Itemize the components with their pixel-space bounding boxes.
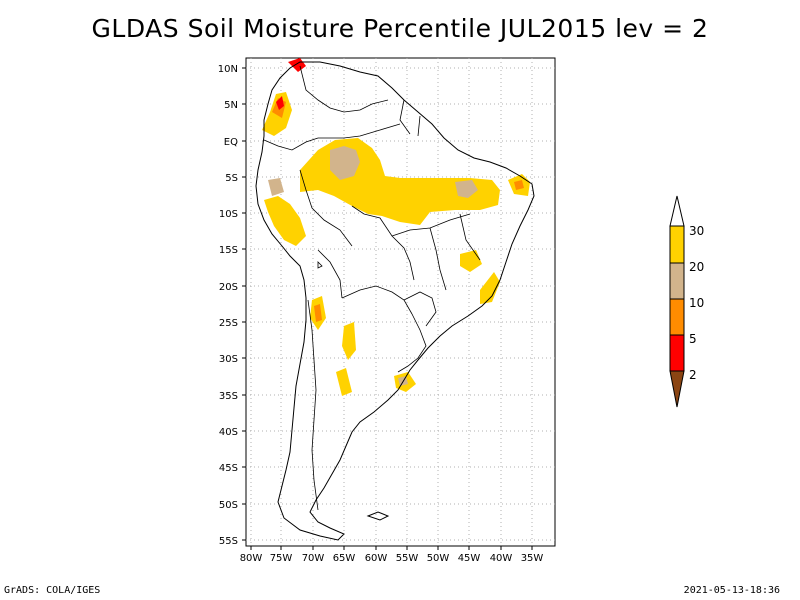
longitude-labels: 80W 75W 70W 65W 60W 55W 50W 45W 40W 35W: [240, 553, 544, 564]
shade-peru-10-20: [268, 178, 284, 196]
lat-label: 15S: [219, 245, 238, 256]
lat-label: 45S: [219, 463, 238, 474]
lat-label: 20S: [219, 282, 238, 293]
border-guianas: [399, 99, 421, 137]
shade-amazon-10-20: [330, 146, 360, 180]
shade-atacama-5-10: [314, 304, 322, 322]
lat-label: 50S: [219, 500, 238, 511]
longitude-ticks: [250, 546, 533, 550]
colorbar-label: 30: [689, 224, 704, 238]
falkland-islands: [366, 511, 390, 521]
colorbar-label: 20: [689, 260, 704, 274]
border-brazil-states: [391, 213, 481, 291]
lon-label: 75W: [270, 553, 293, 564]
south-america-coastline: [255, 61, 535, 541]
latitude-labels: 10N 5N EQ 5S 10S 15S 20S 25S 30S 35S 40S…: [218, 64, 238, 547]
lat-label: 40S: [219, 427, 238, 438]
colorbar-bin-10-20: [669, 262, 685, 300]
shade-colombia-2-5: [276, 96, 284, 110]
border-peru-brazil: [299, 169, 353, 247]
colorbar-bin-2-5: [669, 334, 685, 372]
shade-ne-brazil-5-10: [514, 180, 524, 190]
lat-label: 25S: [219, 318, 238, 329]
shade-peru-20-30: [264, 196, 306, 246]
lat-label: 30S: [219, 354, 238, 365]
border-argentina-chile: [307, 299, 319, 511]
colorbar-top-arrow: [669, 195, 685, 227]
border-colombia-ecuador-peru: [263, 137, 319, 151]
shade-argentina-south-20-30: [336, 368, 352, 396]
lon-label: 45W: [458, 553, 481, 564]
colorbar-label: 2: [689, 368, 697, 382]
border-argentina-brazil-uruguay: [397, 313, 427, 373]
lat-label: 35S: [219, 391, 238, 402]
colorbar-label: 10: [689, 296, 704, 310]
colorbar: 30 20 10 5 2: [669, 195, 704, 408]
border-bolivia-paraguay: [341, 285, 413, 315]
footer-credit: GrADS: COLA/IGES: [4, 585, 101, 596]
lat-label: 55S: [219, 536, 238, 547]
soil-moisture-shading: [262, 58, 530, 396]
lat-label: 10S: [219, 209, 238, 220]
border-bolivia-peru-chile: [317, 249, 343, 299]
shade-argentina-20-30: [342, 322, 356, 360]
border-colombia-venezuela: [299, 65, 345, 113]
lon-label: 60W: [365, 553, 388, 564]
lat-label: 10N: [218, 64, 238, 75]
lon-label: 50W: [427, 553, 450, 564]
lon-label: 70W: [302, 553, 325, 564]
footer-timestamp: 2021-05-13-18:36: [683, 585, 780, 596]
map-frame: [245, 57, 556, 547]
lon-label: 40W: [490, 553, 513, 564]
lat-label: 5S: [225, 173, 238, 184]
lon-label: 65W: [333, 553, 356, 564]
latitude-ticks: [242, 67, 246, 541]
lat-label: 5N: [224, 100, 238, 111]
map-title: GLDAS Soil Moisture Percentile JUL2015 l…: [91, 14, 709, 43]
lat-label: EQ: [224, 137, 238, 148]
colorbar-bin-20-30: [669, 225, 685, 264]
border-brazil-north: [318, 123, 401, 139]
lon-label: 55W: [396, 553, 419, 564]
lake-titicaca: [317, 261, 323, 269]
colorbar-bin-5-10: [669, 298, 685, 336]
lon-label: 80W: [240, 553, 263, 564]
border-paraguay-brazil: [403, 291, 437, 327]
colorbar-label: 5: [689, 332, 697, 346]
shade-se-brazil-20-30: [480, 272, 500, 304]
border-venezuela-guyana: [343, 99, 389, 113]
colorbar-bottom-arrow: [669, 370, 685, 408]
lon-label: 35W: [521, 553, 544, 564]
shade-amazon-east-10-20: [455, 180, 478, 198]
